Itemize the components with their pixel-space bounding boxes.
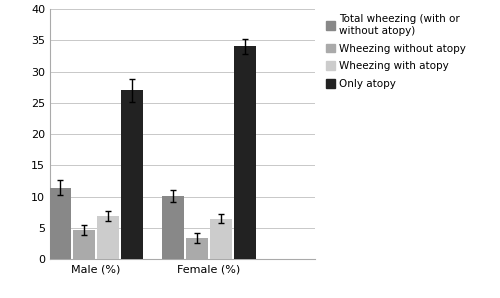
Bar bbox=[49, 188, 72, 259]
Bar bbox=[162, 196, 184, 259]
Bar bbox=[210, 219, 232, 259]
Legend: Total wheezing (with or
without atopy), Wheezing without atopy, Wheezing with at: Total wheezing (with or without atopy), … bbox=[326, 14, 466, 89]
Bar bbox=[73, 230, 95, 259]
Bar bbox=[97, 216, 119, 259]
Bar bbox=[186, 238, 208, 259]
Bar bbox=[121, 90, 143, 259]
Bar bbox=[234, 46, 256, 259]
